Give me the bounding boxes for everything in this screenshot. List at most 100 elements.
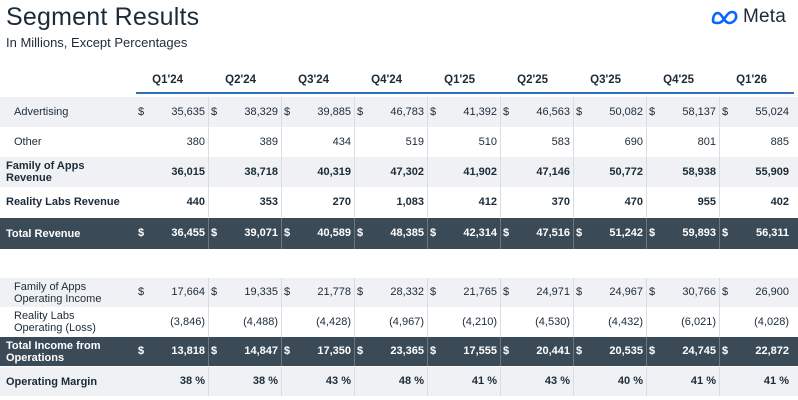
cell-value: 21,778 <box>317 286 351 298</box>
currency-symbol: $ <box>357 227 364 239</box>
cell-value: 43 % <box>544 375 570 387</box>
column-separator <box>427 127 428 157</box>
column-separator <box>208 307 209 337</box>
column-separator <box>719 218 720 249</box>
table-row-operating-margin: Operating Margin 38 % 38 % 43 % 48 % 41 % 43 %… <box>0 367 798 396</box>
table-cell: 38,718 <box>209 157 282 187</box>
cell-value: 41 % <box>471 375 497 387</box>
cell-value: 510 <box>478 136 497 148</box>
column-separator <box>500 157 501 187</box>
column-separator <box>281 187 282 217</box>
column-separator <box>354 218 355 249</box>
currency-symbol: $ <box>722 227 729 239</box>
table-cell: $24,745 <box>647 337 720 366</box>
column-separator <box>646 337 647 366</box>
column-separator <box>719 367 720 396</box>
column-separator <box>500 337 501 366</box>
table-row-total-income-from-operations: Total Income from Operations $13,818 $14,8… <box>0 337 798 366</box>
column-separator <box>427 367 428 396</box>
table-cell: 41 % <box>647 367 720 396</box>
cell-value: 30,766 <box>682 286 716 298</box>
row-label: Family of Apps Operating Income <box>14 281 102 305</box>
cell-value: 58,938 <box>682 166 716 178</box>
currency-symbol: $ <box>430 345 437 357</box>
cell-value: 470 <box>624 196 643 208</box>
table-cell: (3,846) <box>136 307 209 337</box>
currency-symbol: $ <box>211 286 218 298</box>
column-separator <box>646 127 647 157</box>
table-cell: $24,971 <box>501 278 574 307</box>
column-separator <box>719 127 720 157</box>
column-separator <box>354 367 355 396</box>
table-cell: $59,893 <box>647 218 720 249</box>
column-header-q4-24: Q4'24 <box>371 74 402 86</box>
table-cell: $55,024 <box>720 97 793 127</box>
page-subtitle: In Millions, Except Percentages <box>6 35 188 50</box>
cell-value: 24,745 <box>682 345 716 357</box>
currency-symbol: $ <box>722 345 729 357</box>
meta-logo-text: Meta <box>742 6 786 27</box>
column-separator <box>646 367 647 396</box>
column-header-q3-25: Q3'25 <box>590 74 621 86</box>
column-separator <box>573 218 574 249</box>
column-separator <box>281 367 282 396</box>
cell-value: 50,082 <box>609 106 643 118</box>
cell-value: 885 <box>770 136 789 148</box>
cell-value: 519 <box>405 136 424 148</box>
column-separator <box>500 97 501 127</box>
cell-value: 36,015 <box>171 166 205 178</box>
cell-value: 370 <box>551 196 570 208</box>
cell-value: 20,535 <box>609 345 643 357</box>
cell-value: 14,847 <box>244 345 278 357</box>
table-cell: (4,488) <box>209 307 282 337</box>
cell-value: 55,024 <box>755 106 789 118</box>
column-separator <box>646 97 647 127</box>
column-separator <box>719 307 720 337</box>
table-cell: 43 % <box>501 367 574 396</box>
table-cell: $50,082 <box>574 97 647 127</box>
cell-value: 48 % <box>398 375 424 387</box>
cell-value: (6,021) <box>681 316 716 328</box>
currency-symbol: $ <box>503 106 510 118</box>
table-cell: $17,664 <box>136 278 209 307</box>
column-separator <box>500 187 501 217</box>
table-cell: $14,847 <box>209 337 282 366</box>
column-separator <box>208 187 209 217</box>
row-label: Other <box>14 136 42 148</box>
table-cell: 690 <box>574 127 647 157</box>
cell-value: 17,350 <box>317 345 351 357</box>
table-cell: 48 % <box>355 367 428 396</box>
cell-value: 19,335 <box>244 286 278 298</box>
column-separator <box>573 97 574 127</box>
column-separator <box>354 187 355 217</box>
table-row-total-revenue: Total Revenue $36,455 $39,071 $40,589 $48,38… <box>0 218 798 249</box>
cell-value: 801 <box>697 136 716 148</box>
row-label: Total Revenue <box>6 228 81 240</box>
column-separator <box>646 187 647 217</box>
cell-value: 17,555 <box>463 345 497 357</box>
table-cell: 510 <box>428 127 501 157</box>
cell-value: 41,392 <box>463 106 497 118</box>
column-header-q2-25: Q2'25 <box>517 74 548 86</box>
table-cell: 955 <box>647 187 720 217</box>
column-separator <box>573 127 574 157</box>
cell-value: (3,846) <box>170 316 205 328</box>
cell-value: 24,971 <box>536 286 570 298</box>
table-cell: $39,071 <box>209 218 282 249</box>
table-cell: (4,210) <box>428 307 501 337</box>
table-cell: 47,302 <box>355 157 428 187</box>
currency-symbol: $ <box>138 227 145 239</box>
table-cell: (4,028) <box>720 307 793 337</box>
column-separator <box>208 157 209 187</box>
column-separator <box>719 278 720 307</box>
currency-symbol: $ <box>284 227 291 239</box>
cell-value: 40 % <box>617 375 643 387</box>
column-separator <box>427 337 428 366</box>
currency-symbol: $ <box>357 106 364 118</box>
table-cell: 43 % <box>282 367 355 396</box>
cell-value: 23,365 <box>390 345 424 357</box>
cell-value: 402 <box>770 196 789 208</box>
table-cell: $35,635 <box>136 97 209 127</box>
cell-value: (4,967) <box>389 316 424 328</box>
column-separator <box>646 307 647 337</box>
